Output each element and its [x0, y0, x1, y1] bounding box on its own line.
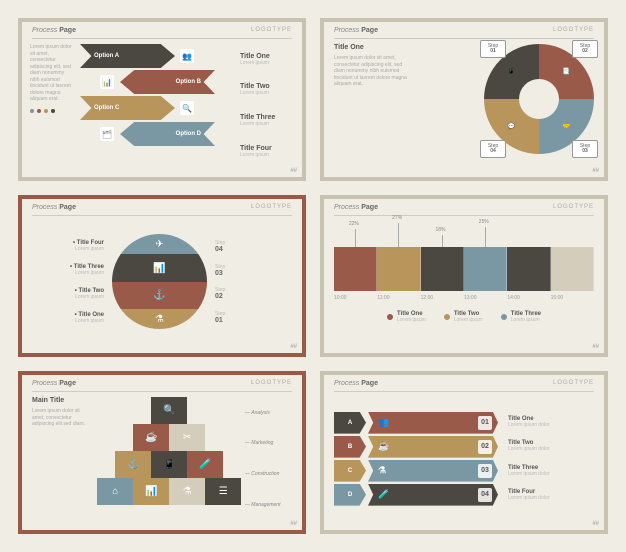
timeline-legend: Title OneLorem ipsum Title TwoLorem ipsum…: [334, 311, 594, 323]
logotype: LOGOTYPE: [251, 27, 292, 33]
sphere-band: ⚓: [112, 282, 207, 309]
chevron-bars: 👥01☕02⚗03🧪04: [368, 412, 498, 506]
arrow-option: Option C: [80, 96, 175, 120]
sphere-diagram: ✈📊⚓⚗: [112, 234, 207, 329]
pyramid-cell: ⌂: [97, 478, 133, 505]
option-icon: 🗂: [100, 127, 114, 141]
slide-header: Process Page: [32, 27, 76, 34]
step-box: Step03: [572, 140, 598, 158]
timeline-bar: 22%27%18%25%: [334, 247, 594, 291]
chevron-bar: 🧪04: [368, 484, 498, 506]
body-text: Lorem ipsum dolor sit amet, consectetur …: [30, 44, 74, 103]
arrow-diagram: Option A 👥 Option B 📊 Option C 🔍 Option D 🗂: [80, 44, 234, 167]
left-titles: • Title FourLorem ipsum• Title ThreeLore…: [32, 234, 112, 329]
pyramid-cell: ✂: [169, 424, 205, 451]
chevron-letter: A: [334, 412, 366, 434]
arrow-option: Option D: [120, 122, 215, 146]
pyramid-cell: 📱: [151, 451, 187, 478]
pyramid-cell: ⚓: [115, 451, 151, 478]
legend-item: Title ThreeLorem ipsum: [501, 311, 541, 323]
chevron-bar: ⚗03: [368, 460, 498, 482]
step-box: Step02: [572, 40, 598, 58]
pyramid-cell: ☰: [205, 478, 241, 505]
timeline-segment: 27%: [377, 247, 420, 291]
option-icon: 🔍: [180, 101, 194, 115]
arrow-option: Option A: [80, 44, 175, 68]
titles-column: Title OneLorem ipsumTitle TwoLorem ipsum…: [234, 44, 294, 167]
step-box: Step04: [480, 140, 506, 158]
color-dots: [30, 109, 74, 113]
timeline-segment: 18%: [421, 247, 464, 291]
pyramid-cell: ☕: [133, 424, 169, 451]
slide-1-arrows: Process Page LOGOTYPE Lorem ipsum dolor …: [18, 18, 306, 181]
step-box: Step01: [480, 40, 506, 58]
option-icon: 👥: [180, 49, 194, 63]
slide-6-chevrons: Process Page LOGOTYPE ABCD 👥01☕02⚗03🧪04 …: [320, 371, 608, 534]
pyramid-cell: ⚗: [169, 478, 205, 505]
pyramid-diagram: 🔍☕✂ ⚓📱🧪 ⌂📊⚗☰: [100, 397, 239, 507]
chevron-bar: ☕02: [368, 436, 498, 458]
chevron-letter: D: [334, 484, 366, 506]
chevron-titles: Title OneLorem ipsum dolorTitle TwoLorem…: [498, 410, 594, 508]
option-icon: 📊: [100, 75, 114, 89]
swirl-diagram: 📱Step01📑Step02🤝Step03💬Step04: [484, 44, 594, 154]
pyramid-cell: 📊: [133, 478, 169, 505]
timeline-segment: [507, 247, 550, 291]
timeline-xaxis: 10:0011:0012:0013:0014:0015:00: [334, 295, 594, 301]
legend-item: Title TwoLorem ipsum: [444, 311, 483, 323]
pager: ##: [290, 168, 297, 174]
main-title: Main Title: [32, 397, 92, 404]
slide-4-timeline: Process Page LOGOTYPE 22%27%18%25% 10:00…: [320, 195, 608, 358]
timeline-segment: [551, 247, 594, 291]
chevron-letter: C: [334, 460, 366, 482]
timeline-segment: 22%: [334, 247, 377, 291]
pyramid-labels: — Analysis— Marketing— Construction— Man…: [239, 397, 292, 520]
slide-title: Title One: [334, 44, 414, 51]
sphere-band: ✈: [112, 234, 207, 254]
slide-2-swirl: Process Page LOGOTYPE Title One Lorem ip…: [320, 18, 608, 181]
arrow-option: Option B: [120, 70, 215, 94]
timeline-segment: 25%: [464, 247, 507, 291]
chevron-letters: ABCD: [334, 412, 366, 506]
slide-3-sphere: Process Page LOGOTYPE • Title FourLorem …: [18, 195, 306, 358]
chevron-bar: 👥01: [368, 412, 498, 434]
chevron-letter: B: [334, 436, 366, 458]
sphere-band: ⚗: [112, 309, 207, 329]
slide-5-pyramid: Process Page LOGOTYPE Main Title Lorem i…: [18, 371, 306, 534]
right-steps: Step04Step03Step02Step01: [207, 234, 272, 329]
legend-item: Title OneLorem ipsum: [387, 311, 426, 323]
pyramid-cell: 🔍: [151, 397, 187, 424]
pyramid-cell: 🧪: [187, 451, 223, 478]
sphere-band: 📊: [112, 254, 207, 282]
